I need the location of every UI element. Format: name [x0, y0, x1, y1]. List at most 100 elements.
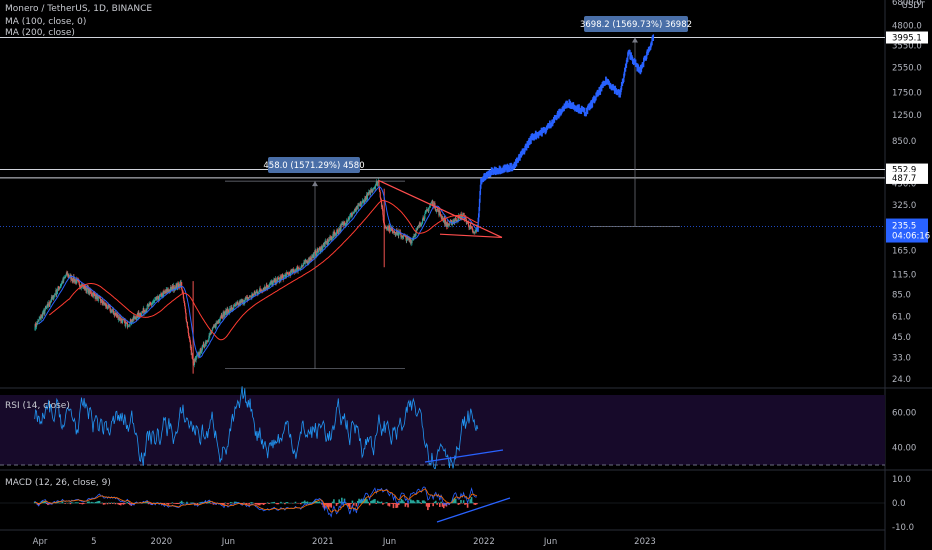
candle-body	[71, 275, 73, 281]
macd-bar	[251, 502, 253, 504]
candle-body	[167, 289, 169, 293]
candle-body	[288, 272, 290, 276]
macd-bar	[472, 502, 474, 504]
candle-body	[329, 236, 331, 240]
macd-bar	[382, 503, 384, 505]
candle-body	[377, 181, 379, 183]
candle-body	[316, 249, 319, 252]
time-axis[interactable]: Apr 5 2020 Jun 2021 Jun 2022 Jun 2023	[33, 537, 656, 547]
macd-bar	[370, 500, 372, 504]
macd-bar	[393, 503, 396, 504]
macd-bar	[196, 503, 199, 505]
candle-body	[414, 234, 416, 236]
candle-body	[141, 311, 143, 314]
macd-bar	[69, 503, 72, 505]
candle-body	[44, 307, 46, 311]
macd-bar	[110, 502, 113, 504]
candle-body	[305, 260, 307, 262]
macd-tick: 0.0	[892, 499, 906, 509]
candle-body	[108, 304, 110, 308]
candle-body	[280, 276, 282, 281]
macd-bar	[376, 500, 379, 504]
measure2-box	[584, 16, 688, 32]
macd-bar	[168, 503, 171, 504]
macd-bar	[306, 501, 309, 504]
candle-body	[184, 306, 186, 310]
macd-bar	[245, 503, 248, 505]
candle-body	[190, 346, 192, 355]
candle-body	[318, 248, 320, 251]
candle-body	[186, 321, 188, 328]
macd-bar	[70, 502, 73, 504]
macd-bar	[57, 502, 60, 504]
candle-body	[208, 335, 211, 337]
candle-body	[40, 317, 42, 320]
candle-body	[229, 308, 231, 313]
candle-body	[154, 299, 156, 301]
macd-bar	[64, 503, 66, 504]
candle-body	[42, 313, 44, 318]
candle-body	[419, 222, 421, 226]
price-tick: 24.0	[892, 375, 911, 385]
candle-body	[189, 341, 192, 348]
candle-body	[256, 291, 259, 294]
candle-body	[222, 312, 224, 318]
candle-body	[271, 281, 273, 284]
macd-bar	[428, 503, 431, 508]
candle-body	[359, 204, 361, 206]
candle-body	[395, 232, 397, 235]
candle-body	[255, 292, 257, 293]
candle-body	[327, 239, 329, 244]
rsi-divergence	[424, 449, 504, 463]
candle-body	[52, 295, 54, 300]
candle-body	[114, 312, 116, 316]
macd-bar	[113, 502, 115, 504]
macd-bar	[350, 503, 352, 504]
macd-bar	[92, 502, 94, 504]
macd-bar	[423, 500, 425, 504]
macd-bar	[229, 502, 232, 504]
candle-body	[373, 188, 375, 189]
candle-body	[296, 267, 298, 270]
price-tick: 850.0	[892, 137, 916, 147]
candle-body	[465, 216, 467, 219]
macd-bar	[121, 503, 123, 505]
symbol-legend[interactable]: Monero / TetherUS, 1D, BINANCE	[5, 4, 153, 14]
candle-body	[160, 293, 162, 294]
candle-body	[297, 267, 300, 270]
macd-bar	[126, 501, 129, 504]
candle-body	[128, 325, 131, 327]
macd-bar	[387, 503, 389, 506]
macd-bar	[417, 500, 420, 504]
candle-body	[315, 250, 317, 256]
macd-legend[interactable]: MACD (12, 26, close, 9)	[5, 478, 111, 488]
ma100-legend[interactable]: MA (100, close, 0)	[5, 17, 87, 27]
candle-body	[89, 288, 91, 292]
candle-body	[258, 289, 260, 293]
candle-body	[119, 317, 121, 321]
ma200-legend[interactable]: MA (200, close)	[5, 28, 75, 38]
candle-body	[172, 286, 174, 291]
rsi-legend[interactable]: RSI (14, close)	[5, 401, 70, 411]
candle-body	[48, 302, 50, 305]
candle-body	[60, 285, 62, 287]
current-price-tag	[886, 218, 928, 243]
candle-body	[213, 326, 215, 328]
macd-bar	[284, 503, 286, 505]
candle-body	[426, 209, 429, 211]
candle-body	[152, 302, 154, 304]
candle-body	[461, 216, 463, 217]
macd-bar	[80, 503, 82, 504]
candle-body	[127, 326, 129, 327]
candle-body	[422, 217, 425, 220]
candle-body	[436, 209, 438, 212]
macd-bar	[360, 498, 363, 504]
candle-body	[454, 219, 456, 222]
candle-body	[349, 215, 351, 219]
candle-body	[157, 295, 159, 300]
candle-body	[255, 292, 257, 295]
candle-body	[400, 233, 402, 238]
candle-body	[177, 284, 180, 288]
